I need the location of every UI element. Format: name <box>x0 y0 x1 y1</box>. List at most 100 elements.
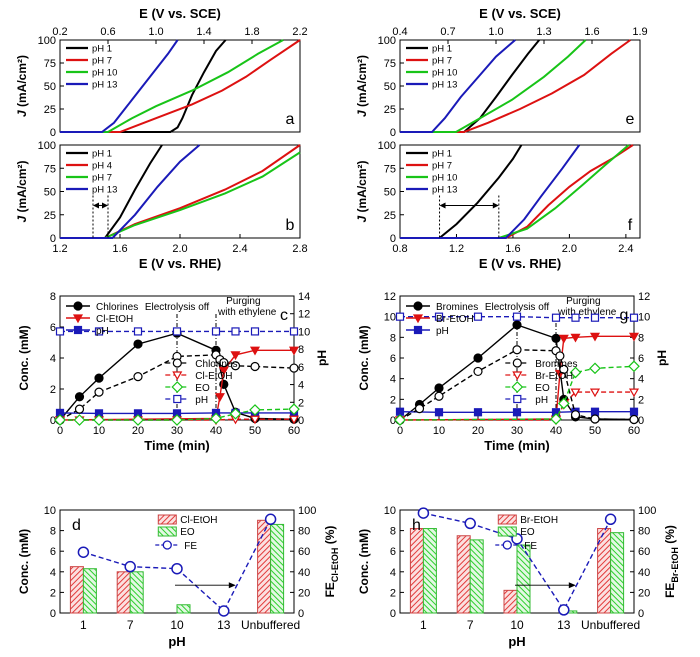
y-tick-label: 2 <box>390 394 396 406</box>
x-tick-label: 13 <box>217 618 231 632</box>
data-point <box>628 332 640 342</box>
legend2-marker <box>172 371 183 381</box>
bar-eo <box>516 544 531 614</box>
legend2-label: pH <box>535 395 548 406</box>
y-tick-label: 8 <box>390 332 396 344</box>
x-tick-label: 0 <box>397 425 403 437</box>
series-chlorines-dashed <box>59 354 295 421</box>
legend-marker-fe <box>502 540 512 550</box>
y-tick-label: 6 <box>390 353 396 365</box>
fe-point <box>124 560 136 573</box>
data-point <box>133 372 143 382</box>
y-tick-label: 0 <box>390 127 396 139</box>
y-tick-label: 75 <box>44 58 56 70</box>
data-point <box>250 361 260 372</box>
y-tick-label: 100 <box>38 140 56 152</box>
legend-marker <box>73 301 83 311</box>
x-tick-label: 7 <box>127 618 134 632</box>
annotation-electrolysis-off: Electrolysis off <box>145 302 210 313</box>
top-x-tick-label: 1.0 <box>148 26 163 38</box>
series-ph-7 <box>60 39 301 133</box>
data-point <box>54 414 66 426</box>
legend-label: pH 13 <box>432 80 457 91</box>
data-point <box>473 408 483 417</box>
y-axis-label: Conc. (mM) <box>17 529 31 594</box>
data-point <box>171 414 183 426</box>
fe-point <box>417 507 430 519</box>
fe-point <box>171 562 183 575</box>
y-tick-label: 25 <box>384 104 396 116</box>
series-ph-dashed <box>400 316 634 319</box>
legend-label: pH <box>96 326 109 337</box>
y-tick-label: 4 <box>50 353 56 365</box>
data-point <box>569 366 582 379</box>
y-tick-label: 10 <box>44 505 56 517</box>
bar-eo <box>469 539 484 614</box>
legend2-label: Chlorines <box>195 359 237 370</box>
x-tick-label: 10 <box>510 618 524 632</box>
top-x-tick-label: 1.9 <box>632 26 647 38</box>
bar-eo <box>129 571 144 614</box>
y-tick-label: 8 <box>50 291 56 303</box>
x-axis-label: E (V vs. RHE) <box>479 256 561 271</box>
panel-c: 0 2 4 6 8 0 2 4 6 8 10 12 14 0 10 20 30 40 50 60 Time (min) C… <box>17 291 329 453</box>
y2-tick-label: 4 <box>298 380 304 392</box>
y-tick-label: 50 <box>384 81 396 93</box>
y2-axis-label-unit: (%) <box>663 525 677 547</box>
data-point <box>288 403 300 415</box>
arrow-head <box>102 202 108 209</box>
series-ph-1 <box>400 144 523 239</box>
y-tick-label: 0 <box>390 415 396 427</box>
top-x-tick-label: 1.6 <box>584 26 599 38</box>
legend-marker <box>413 301 423 311</box>
legend-swatch-red <box>157 514 177 525</box>
legend-label: pH 7 <box>432 56 452 67</box>
panel-label: d <box>72 517 81 534</box>
x-axis-label: pH <box>168 634 185 649</box>
y2-tick-label: 20 <box>638 587 650 599</box>
legend2-label: Bromines <box>535 359 577 370</box>
data-point <box>230 361 241 371</box>
y-tick-label: 50 <box>384 187 396 199</box>
y-tick-label: 25 <box>44 210 56 222</box>
x-tick-label: 10 <box>93 425 105 437</box>
y2-tick-label: 6 <box>298 362 304 374</box>
y-tick-label: 6 <box>50 546 56 558</box>
legend2-label: EO <box>535 383 550 394</box>
data-point <box>94 373 104 383</box>
data-point <box>570 388 581 398</box>
y2-tick-label: 40 <box>638 567 650 579</box>
data-point <box>289 327 299 336</box>
data-point <box>590 313 600 322</box>
data-point <box>434 312 444 321</box>
data-point <box>550 413 562 425</box>
y2-axis-label: FEBr-EtOH (%) <box>663 525 680 598</box>
fe-point <box>218 605 230 617</box>
annotation-purging-2: with ethylene <box>217 307 277 318</box>
top-x-tick-label: 2.2 <box>292 26 307 38</box>
y2-axis-label-main: FE <box>323 582 337 597</box>
y2-tick-label: 0 <box>638 415 644 427</box>
top-x-tick-label: 1.0 <box>488 26 503 38</box>
legend-swatch-green <box>157 526 177 537</box>
data-point <box>288 346 300 356</box>
y-tick-label: 12 <box>384 291 396 303</box>
y-tick-label: 0 <box>50 608 56 620</box>
x-tick-label: 2.4 <box>232 243 247 255</box>
data-point <box>629 407 639 416</box>
data-point <box>559 364 569 374</box>
y-axis-label: J (mA/cm²) <box>15 55 29 117</box>
legend-label: pH 4 <box>92 161 112 172</box>
series-br-etoh-dashed <box>400 391 634 421</box>
y2-tick-label: 2 <box>298 397 304 409</box>
x-axis-label: E (V vs. RHE) <box>139 256 221 271</box>
y-axis-label-unit: (mA/cm²) <box>355 55 369 110</box>
y-tick-label: 8 <box>390 526 396 538</box>
legend2-label: Br-EtOH <box>535 371 573 382</box>
arrow-head <box>93 202 99 209</box>
y2-tick-label: 8 <box>638 332 644 344</box>
series-ph-7 <box>400 39 631 133</box>
x-tick-label: 2.0 <box>172 243 187 255</box>
